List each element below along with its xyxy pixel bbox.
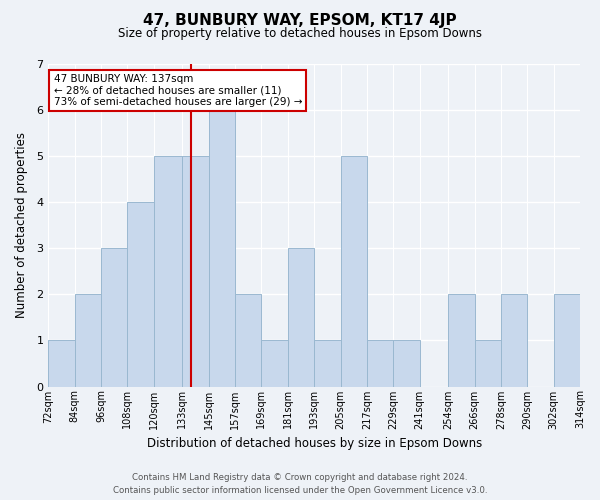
Bar — [209, 110, 235, 386]
Text: 47 BUNBURY WAY: 137sqm
← 28% of detached houses are smaller (11)
73% of semi-det: 47 BUNBURY WAY: 137sqm ← 28% of detached… — [53, 74, 302, 107]
Bar — [182, 156, 209, 386]
Y-axis label: Number of detached properties: Number of detached properties — [15, 132, 28, 318]
Bar — [49, 340, 74, 386]
Bar — [262, 340, 288, 386]
Text: Size of property relative to detached houses in Epsom Downs: Size of property relative to detached ho… — [118, 28, 482, 40]
Bar — [554, 294, 580, 386]
X-axis label: Distribution of detached houses by size in Epsom Downs: Distribution of detached houses by size … — [146, 437, 482, 450]
Bar — [501, 294, 527, 386]
Bar — [101, 248, 127, 386]
Bar — [341, 156, 367, 386]
Bar — [74, 294, 101, 386]
Bar — [393, 340, 419, 386]
Text: 47, BUNBURY WAY, EPSOM, KT17 4JP: 47, BUNBURY WAY, EPSOM, KT17 4JP — [143, 12, 457, 28]
Text: Contains HM Land Registry data © Crown copyright and database right 2024.
Contai: Contains HM Land Registry data © Crown c… — [113, 474, 487, 495]
Bar — [367, 340, 393, 386]
Bar — [448, 294, 475, 386]
Bar — [127, 202, 154, 386]
Bar — [154, 156, 182, 386]
Bar — [235, 294, 262, 386]
Bar — [288, 248, 314, 386]
Bar — [314, 340, 341, 386]
Bar — [475, 340, 501, 386]
